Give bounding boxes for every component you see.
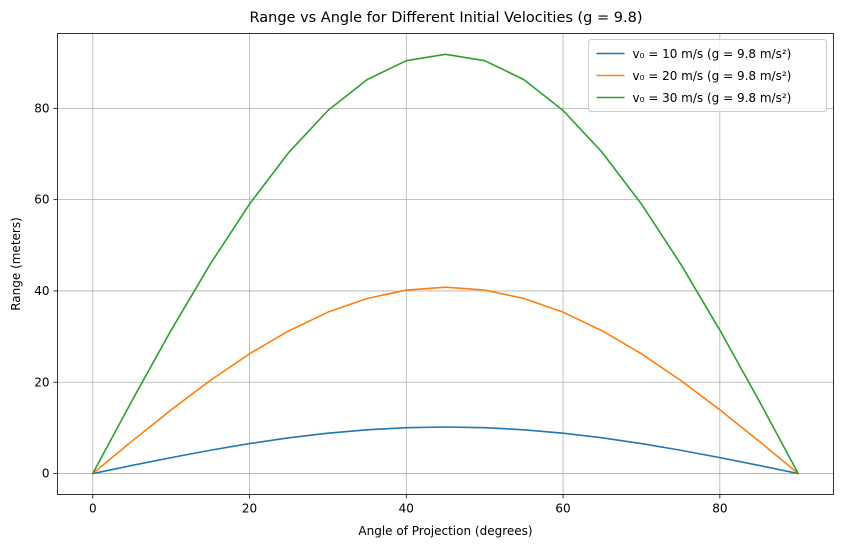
y-tick-label: 40 — [34, 284, 49, 298]
legend-entry: v₀ = 10 m/s (g = 9.8 m/s²) — [633, 47, 792, 61]
legend-entry: v₀ = 30 m/s (g = 9.8 m/s²) — [633, 91, 792, 105]
series-lines — [91, 53, 800, 475]
legend: v₀ = 10 m/s (g = 9.8 m/s²) v₀ = 20 m/s (g… — [588, 39, 827, 112]
x-tick-label: 80 — [712, 502, 727, 516]
series-line-3 — [91, 53, 800, 475]
y-axis: 0 20 40 60 80 — [34, 101, 58, 481]
series-line-1 — [91, 426, 800, 475]
legend-entry: v₀ = 20 m/s (g = 9.8 m/s²) — [633, 69, 792, 83]
x-tick-label: 40 — [399, 502, 414, 516]
y-tick-label: 80 — [34, 101, 49, 115]
chart-title: Range vs Angle for Different Initial Vel… — [250, 10, 643, 26]
x-tick-label: 60 — [555, 502, 570, 516]
y-tick-label: 60 — [34, 193, 49, 207]
x-axis: 0 20 40 60 80 — [89, 494, 727, 516]
x-axis-label: Angle of Projection (degrees) — [358, 524, 532, 538]
y-tick-label: 20 — [34, 375, 49, 389]
x-tick-label: 0 — [89, 502, 97, 516]
series-line-2 — [91, 286, 800, 475]
x-tick-label: 20 — [242, 502, 257, 516]
legend-box — [588, 39, 827, 112]
y-tick-label: 0 — [42, 467, 50, 481]
plot-frame — [57, 33, 834, 495]
y-axis-label: Range (meters) — [9, 217, 23, 311]
